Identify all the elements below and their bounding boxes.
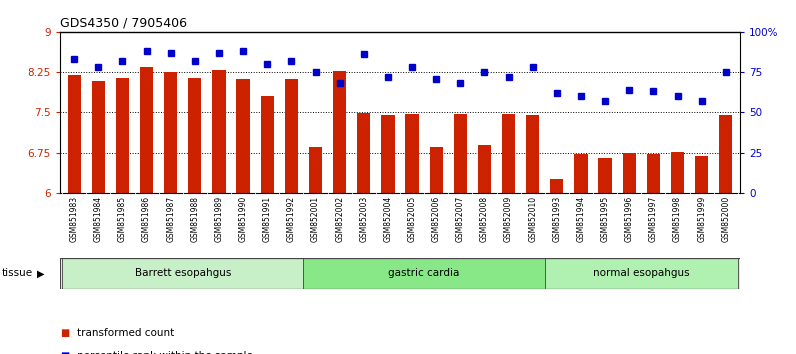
Text: gastric cardia: gastric cardia	[388, 268, 460, 279]
Text: GSM852010: GSM852010	[529, 196, 537, 242]
Bar	[236, 79, 250, 193]
Bar	[526, 115, 540, 193]
Text: GSM851994: GSM851994	[576, 196, 586, 242]
Bar	[647, 154, 660, 193]
Text: GSM851987: GSM851987	[166, 196, 175, 242]
Text: GSM852001: GSM852001	[311, 196, 320, 242]
Bar	[502, 114, 515, 193]
Text: GSM852005: GSM852005	[408, 196, 416, 242]
Text: GSM851991: GSM851991	[263, 196, 271, 242]
Text: GSM851986: GSM851986	[142, 196, 151, 242]
Bar	[575, 154, 587, 193]
Text: GSM852009: GSM852009	[504, 196, 513, 242]
Text: tissue: tissue	[2, 268, 33, 279]
Bar	[544, 258, 738, 289]
Text: GDS4350 / 7905406: GDS4350 / 7905406	[60, 16, 187, 29]
Text: ■: ■	[60, 328, 69, 338]
Bar	[260, 96, 274, 193]
Text: GSM852004: GSM852004	[384, 196, 392, 242]
Bar	[430, 147, 443, 193]
Bar	[188, 78, 201, 193]
Bar	[285, 79, 298, 193]
Text: GSM852008: GSM852008	[480, 196, 489, 242]
Text: GSM852002: GSM852002	[335, 196, 344, 242]
Text: GSM851997: GSM851997	[649, 196, 658, 242]
Bar	[357, 113, 370, 193]
Text: GSM851989: GSM851989	[214, 196, 224, 242]
Bar	[115, 78, 129, 193]
Text: GSM852007: GSM852007	[456, 196, 465, 242]
Bar	[140, 67, 153, 193]
Text: GSM851988: GSM851988	[190, 196, 199, 242]
Text: GSM851985: GSM851985	[118, 196, 127, 242]
Bar	[478, 145, 491, 193]
Bar	[303, 258, 544, 289]
Text: GSM851992: GSM851992	[287, 196, 296, 242]
Text: GSM851996: GSM851996	[625, 196, 634, 242]
Bar	[719, 115, 732, 193]
Text: GSM851990: GSM851990	[239, 196, 248, 242]
Bar	[309, 147, 322, 193]
Text: ■: ■	[60, 351, 69, 354]
Text: GSM852006: GSM852006	[431, 196, 441, 242]
Text: GSM851984: GSM851984	[94, 196, 103, 242]
Text: GSM852000: GSM852000	[721, 196, 730, 242]
Bar	[333, 70, 346, 193]
Bar	[381, 115, 395, 193]
Text: Barrett esopahgus: Barrett esopahgus	[135, 268, 231, 279]
Text: GSM852003: GSM852003	[359, 196, 369, 242]
Text: GSM851999: GSM851999	[697, 196, 706, 242]
Text: GSM851998: GSM851998	[673, 196, 682, 242]
Text: ▶: ▶	[37, 268, 44, 279]
Bar	[68, 75, 81, 193]
Bar	[622, 153, 636, 193]
Bar	[92, 81, 105, 193]
Bar	[695, 156, 708, 193]
Text: transformed count: transformed count	[77, 328, 174, 338]
Text: percentile rank within the sample: percentile rank within the sample	[77, 351, 253, 354]
Bar	[213, 70, 225, 193]
Bar	[454, 114, 467, 193]
Text: GSM851993: GSM851993	[552, 196, 561, 242]
Bar	[550, 179, 564, 193]
Bar	[671, 152, 685, 193]
Bar	[164, 72, 178, 193]
Bar	[599, 158, 612, 193]
Text: GSM851983: GSM851983	[70, 196, 79, 242]
Text: normal esopahgus: normal esopahgus	[593, 268, 689, 279]
Bar	[62, 258, 303, 289]
Text: GSM851995: GSM851995	[601, 196, 610, 242]
Bar	[405, 114, 419, 193]
